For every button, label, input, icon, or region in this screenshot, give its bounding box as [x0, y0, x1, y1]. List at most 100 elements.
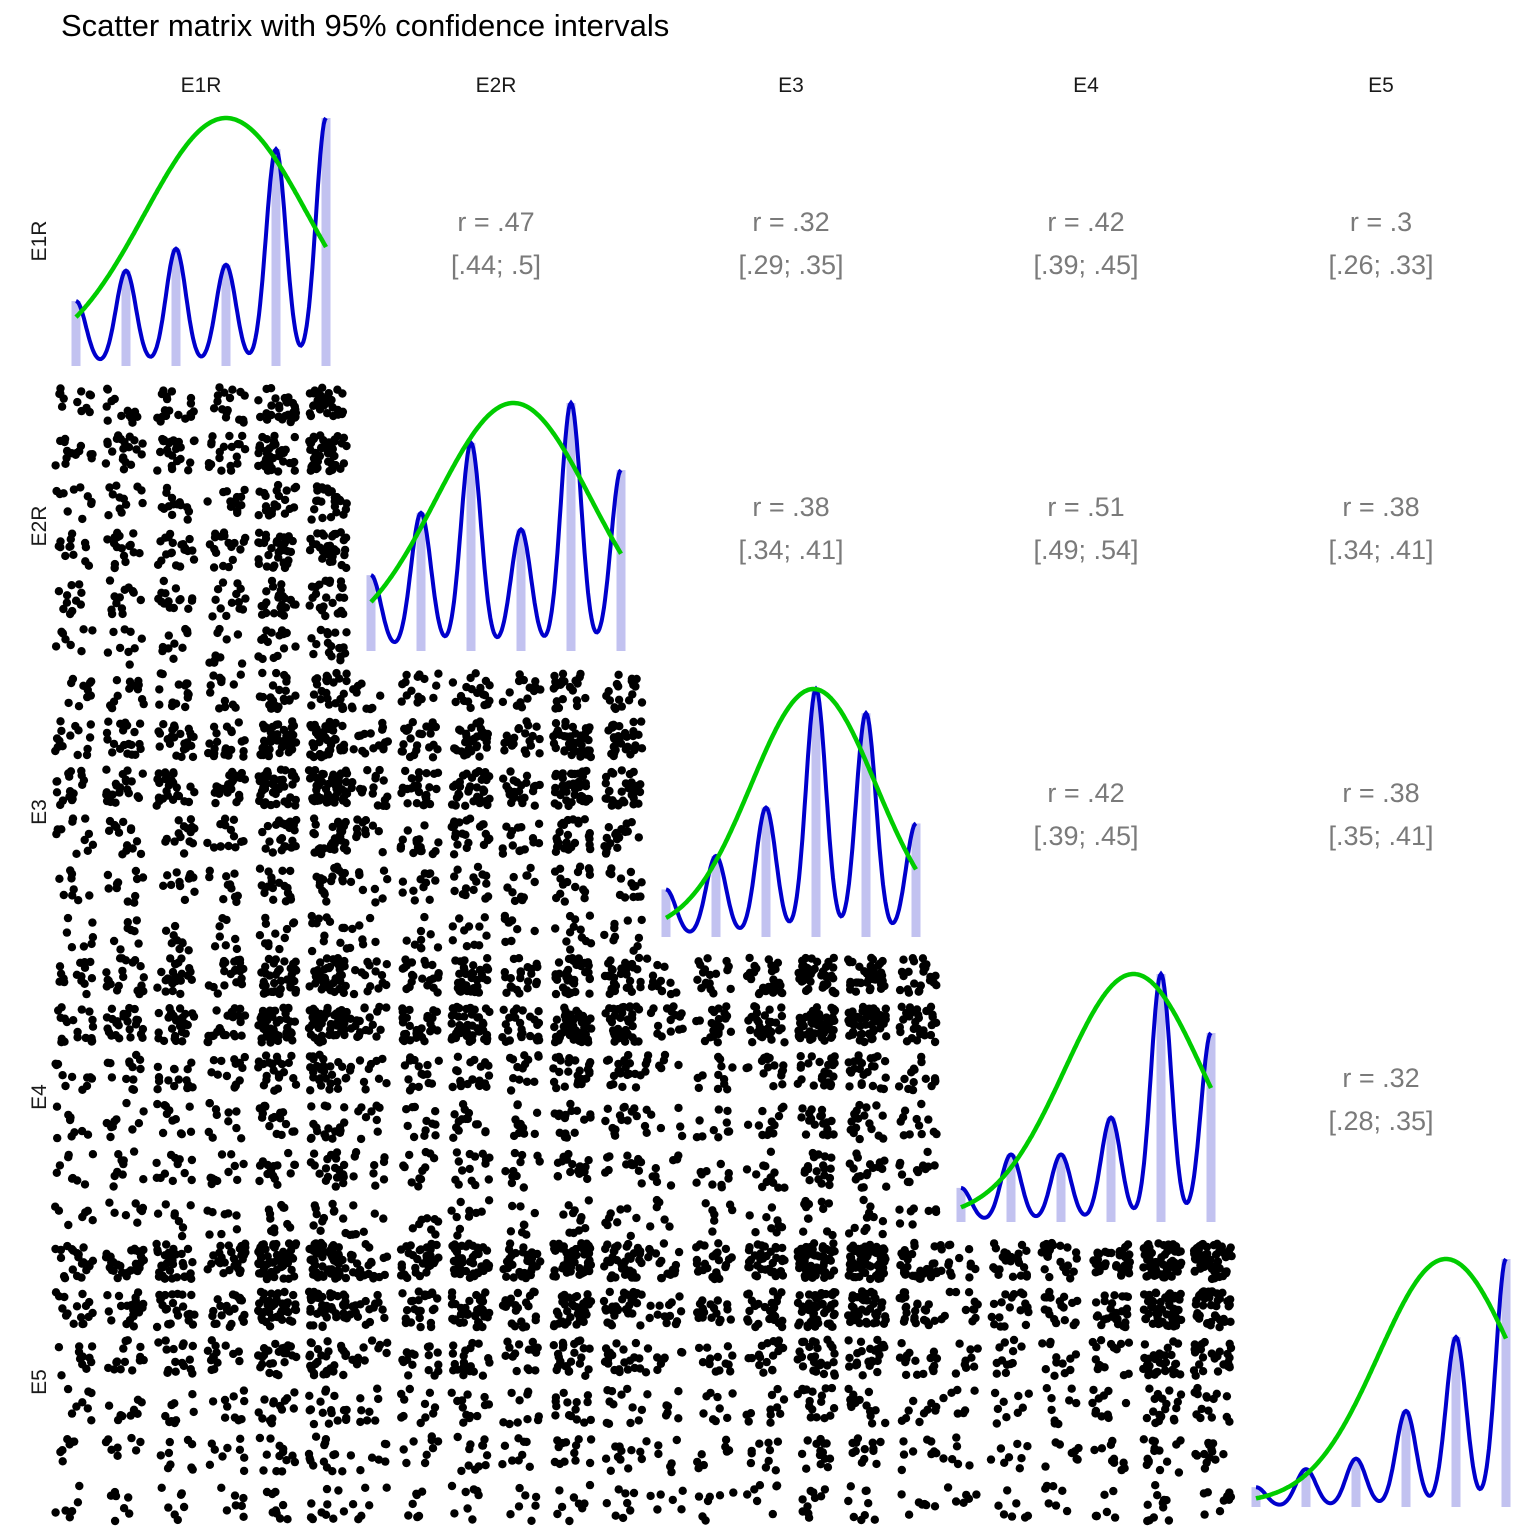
- scatter-point: [483, 729, 492, 739]
- scatter-point: [643, 1051, 653, 1060]
- scatter-point: [128, 1125, 137, 1134]
- scatter-point: [575, 1169, 584, 1179]
- scatter-point: [291, 1080, 301, 1089]
- scatter-point: [159, 435, 169, 445]
- scatter-point: [637, 717, 646, 726]
- scatter-point: [461, 969, 470, 979]
- scatter-point: [624, 1050, 633, 1060]
- scatter-point: [78, 514, 87, 524]
- scatter-point: [573, 816, 583, 825]
- scatter-point: [586, 1014, 595, 1023]
- scatter-point: [476, 1062, 486, 1071]
- scatter-point: [129, 1147, 139, 1156]
- scatter-point: [819, 1081, 829, 1090]
- scatter-point: [102, 1249, 111, 1259]
- scatter-point: [59, 974, 68, 983]
- scatter-point: [172, 868, 181, 877]
- scatter-point: [803, 1214, 813, 1223]
- scatter-point: [397, 788, 406, 798]
- scatter-point: [425, 1342, 434, 1351]
- scatter-point: [346, 877, 356, 887]
- scatter-point: [795, 1013, 804, 1023]
- scatter-point: [307, 701, 316, 710]
- scatter-point: [326, 1406, 336, 1415]
- scatter-point: [168, 979, 177, 988]
- scatter-point: [83, 846, 93, 855]
- scatter-point: [674, 1025, 684, 1034]
- scatter-point: [332, 547, 341, 556]
- scatter-point: [318, 1262, 327, 1271]
- scatter-point: [213, 989, 222, 998]
- scatter-point: [365, 1013, 374, 1022]
- scatter-point: [815, 1014, 824, 1023]
- scatter-point: [172, 751, 181, 760]
- scatter-point: [556, 889, 565, 898]
- scatter-point: [515, 1018, 525, 1028]
- scatter-point: [165, 1437, 174, 1447]
- scatter-point: [566, 732, 575, 741]
- scatter-point: [324, 1124, 333, 1133]
- scatter-point: [856, 978, 866, 988]
- scatter-point: [506, 831, 515, 840]
- scatter-point: [233, 1175, 242, 1185]
- density-curve: [75, 116, 328, 362]
- scatter-point: [79, 625, 88, 634]
- scatter-point: [334, 1486, 343, 1495]
- scatter-point: [766, 1173, 775, 1182]
- scatter-point: [153, 983, 162, 992]
- scatter-point: [236, 670, 245, 679]
- scatter-point: [291, 642, 300, 651]
- scatter-point: [258, 668, 267, 678]
- scatter-point: [232, 1225, 242, 1234]
- scatter-point: [607, 965, 617, 974]
- scatter-point: [154, 1008, 163, 1018]
- scatter-point: [586, 1110, 595, 1119]
- scatter-point: [701, 978, 711, 987]
- scatter-point: [422, 1450, 431, 1460]
- scatter-panel-e3-e2r: [345, 669, 647, 955]
- scatter-point: [505, 918, 514, 927]
- scatter-point: [315, 1169, 324, 1178]
- scatter-point: [551, 924, 560, 933]
- scatter-point: [880, 1156, 889, 1165]
- scatter-point: [746, 1025, 755, 1035]
- scatter-point: [342, 676, 351, 686]
- scatter-point: [240, 1011, 250, 1020]
- scatter-point: [282, 486, 291, 495]
- scatter-point: [428, 753, 438, 762]
- scatter-point: [402, 1458, 411, 1468]
- scatter-point: [104, 826, 114, 835]
- scatter-point: [264, 511, 274, 520]
- scatter-point: [817, 1179, 826, 1188]
- scatter-point: [625, 1002, 635, 1011]
- scatter-point: [354, 731, 363, 741]
- scatter-point: [224, 538, 233, 548]
- scatter-point: [309, 1004, 318, 1013]
- scatter-point: [186, 458, 195, 467]
- scatter-point: [627, 987, 636, 996]
- scatter-point: [88, 1256, 98, 1266]
- scatter-point: [270, 1300, 279, 1309]
- scatter-point: [174, 437, 183, 447]
- scatter-point: [130, 727, 139, 737]
- scatter-point: [181, 702, 190, 712]
- scatter-point: [324, 1419, 334, 1428]
- scatter-point: [107, 1004, 117, 1013]
- scatter-point: [379, 1253, 388, 1263]
- scatter-point: [267, 544, 276, 553]
- scatter-point: [464, 1212, 474, 1221]
- scatter-point: [181, 1029, 190, 1038]
- scatter-point: [239, 1159, 248, 1169]
- scatter-point: [119, 453, 128, 462]
- scatter-point: [181, 1019, 190, 1029]
- scatter-point: [815, 1057, 824, 1067]
- scatter-point: [124, 1493, 133, 1502]
- scatter-point: [224, 1167, 233, 1177]
- scatter-point: [425, 783, 434, 792]
- scatter-point: [255, 692, 265, 701]
- scatter-point: [207, 440, 216, 449]
- scatter-point: [336, 652, 345, 661]
- scatter-point: [260, 888, 269, 898]
- scatter-point: [585, 1067, 594, 1076]
- scatter-point: [239, 1512, 248, 1522]
